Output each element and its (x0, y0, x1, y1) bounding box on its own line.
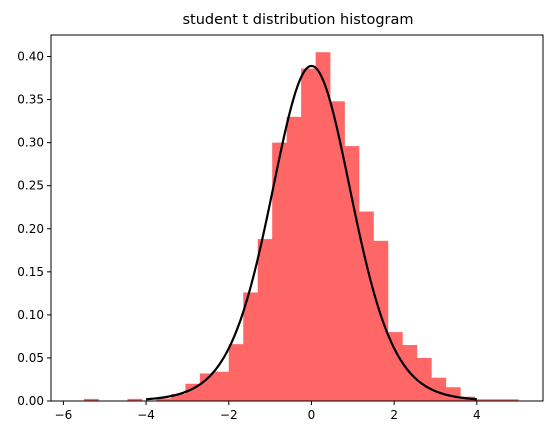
histogram-bar (373, 240, 389, 401)
histogram-bar (344, 146, 360, 401)
histogram-bar (431, 377, 447, 401)
histogram-bar (330, 101, 345, 402)
x-tick-label: 2 (390, 408, 398, 422)
x-axis: −6 −4 −2 0 2 4 (55, 401, 481, 422)
histogram-bar (199, 373, 215, 401)
histogram-bars (84, 52, 519, 402)
histogram-bar (185, 383, 201, 401)
y-tick-label: 0.15 (17, 265, 44, 279)
y-tick-label: 0.20 (17, 222, 44, 236)
plot-area (50, 34, 544, 402)
histogram-bar (359, 211, 374, 401)
histogram-bar (228, 344, 244, 401)
histogram-bar (474, 399, 490, 401)
y-tick-label: 0.40 (17, 50, 44, 64)
pdf-curve (146, 64, 477, 401)
histogram-bar (170, 394, 186, 401)
histogram-bar (214, 371, 230, 401)
y-axis: 0.00 0.05 0.10 0.15 0.20 0.25 0.30 0.35 0.40 (17, 50, 51, 408)
axes-frame (50, 34, 544, 402)
histogram-bar (315, 52, 331, 401)
histogram-bar (127, 398, 143, 401)
y-tick-label: 0.25 (17, 179, 44, 193)
y-tick-label: 0.05 (17, 351, 44, 365)
y-tick-label: 0.30 (17, 136, 44, 150)
x-tick-label: −4 (137, 408, 155, 422)
histogram-bar (257, 239, 273, 401)
chart-title: student t distribution histogram (182, 12, 413, 28)
x-tick-label: 0 (308, 408, 316, 422)
histogram-bar (503, 399, 519, 401)
histogram-bar (84, 398, 99, 401)
histogram-bar (489, 399, 505, 401)
y-tick-label: 0.00 (17, 394, 44, 408)
x-tick-label: 4 (473, 408, 481, 422)
x-tick-label: −6 (55, 408, 73, 422)
y-tick-label: 0.10 (17, 308, 44, 322)
x-tick-label: −2 (220, 408, 238, 422)
histogram-bar (243, 292, 259, 401)
histogram-bar (286, 116, 302, 401)
y-tick-label: 0.35 (17, 93, 44, 107)
histogram-bar (301, 68, 316, 402)
histogram-bar (416, 357, 432, 401)
histogram-bar (272, 142, 287, 401)
histogram-bar (156, 398, 172, 401)
histogram-bar (387, 332, 403, 401)
